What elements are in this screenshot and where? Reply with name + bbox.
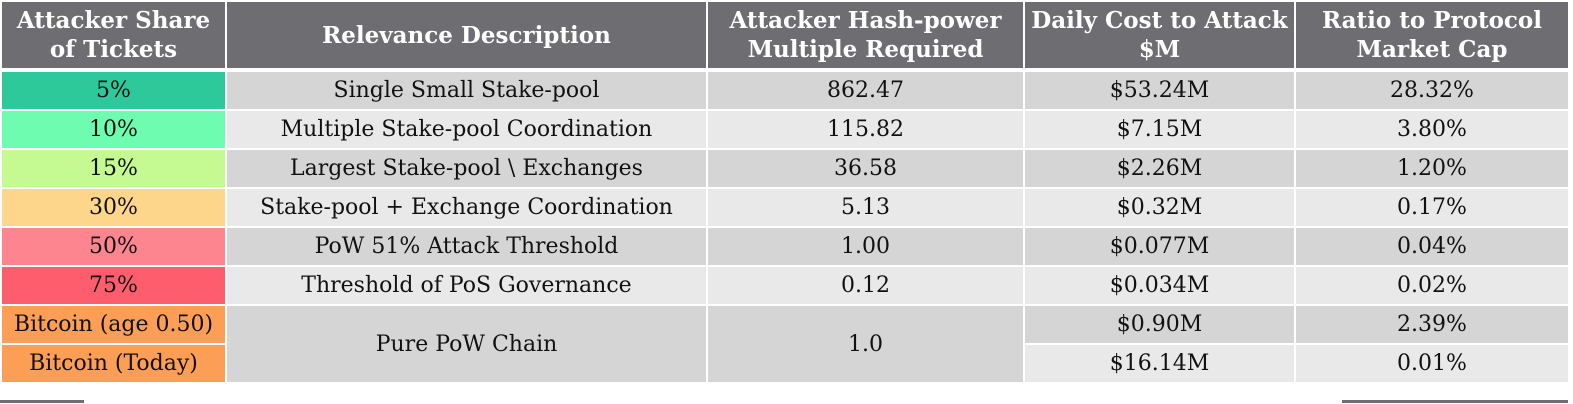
share-cell: 50% (0, 226, 227, 267)
cost-cell: $7.15M (1023, 109, 1296, 150)
multiple-cell: 5.13 (706, 187, 1025, 228)
cost-cell: $16.14M (1023, 343, 1296, 384)
bottom-rule (0, 400, 84, 403)
ratio-cell: 0.17% (1294, 187, 1570, 228)
table-row: 75% Threshold of PoS Governance 0.12 $0.… (0, 265, 1570, 306)
ratio-cell: 3.80% (1294, 109, 1570, 150)
multiple-cell: 0.12 (706, 265, 1025, 306)
multiple-cell: 1.00 (706, 226, 1025, 267)
share-cell: 30% (0, 187, 227, 228)
share-cell: 10% (0, 109, 227, 150)
cost-cell: $2.26M (1023, 148, 1296, 189)
share-cell: Bitcoin (age 0.50) (0, 304, 227, 345)
description-cell: Stake-pool + Exchange Coordination (225, 187, 708, 228)
description-cell: Single Small Stake-pool (225, 69, 708, 111)
cost-cell: $0.077M (1023, 226, 1296, 267)
ratio-cell: 0.04% (1294, 226, 1570, 267)
share-cell: 15% (0, 148, 227, 189)
table-row: 50% PoW 51% Attack Threshold 1.00 $0.077… (0, 226, 1570, 267)
multiple-cell: 1.0 (706, 304, 1025, 384)
header-daily-cost: Daily Cost to Attack $M (1023, 0, 1296, 71)
share-cell: Bitcoin (Today) (0, 343, 227, 384)
multiple-cell: 36.58 (706, 148, 1025, 189)
cost-cell: $53.24M (1023, 69, 1296, 111)
cost-cell: $0.32M (1023, 187, 1296, 228)
share-cell: 75% (0, 265, 227, 306)
description-cell: Multiple Stake-pool Coordination (225, 109, 708, 150)
description-cell: Pure PoW Chain (225, 304, 708, 384)
table-row: 5% Single Small Stake-pool 862.47 $53.24… (0, 69, 1570, 111)
table-row: 10% Multiple Stake-pool Coordination 115… (0, 109, 1570, 150)
multiple-cell: 115.82 (706, 109, 1025, 150)
table-row: 30% Stake-pool + Exchange Coordination 5… (0, 187, 1570, 228)
table-row: Bitcoin (Today) $16.14M 0.01% (0, 343, 1570, 384)
header-row: Attacker Share of Tickets Relevance Desc… (0, 0, 1570, 71)
cost-cell: $0.034M (1023, 265, 1296, 306)
ratio-cell: 0.01% (1294, 343, 1570, 384)
share-cell: 5% (0, 69, 227, 111)
header-hash-power-multiple: Attacker Hash-power Multiple Required (706, 0, 1025, 71)
attack-cost-table: Attacker Share of Tickets Relevance Desc… (0, 0, 1570, 384)
multiple-cell: 862.47 (706, 69, 1025, 111)
ratio-cell: 2.39% (1294, 304, 1570, 345)
description-cell: PoW 51% Attack Threshold (225, 226, 708, 267)
cost-cell: $0.90M (1023, 304, 1296, 345)
header-ratio-market-cap: Ratio to Protocol Market Cap (1294, 0, 1570, 71)
header-attacker-share: Attacker Share of Tickets (0, 0, 227, 71)
description-cell: Largest Stake-pool \ Exchanges (225, 148, 708, 189)
ratio-cell: 0.02% (1294, 265, 1570, 306)
ratio-cell: 1.20% (1294, 148, 1570, 189)
header-relevance-description: Relevance Description (225, 0, 708, 71)
description-cell: Threshold of PoS Governance (225, 265, 708, 306)
ratio-cell: 28.32% (1294, 69, 1570, 111)
table-row: Bitcoin (age 0.50) Pure PoW Chain 1.0 $0… (0, 304, 1570, 384)
bottom-rule (1342, 400, 1568, 403)
table-row: 15% Largest Stake-pool \ Exchanges 36.58… (0, 148, 1570, 189)
